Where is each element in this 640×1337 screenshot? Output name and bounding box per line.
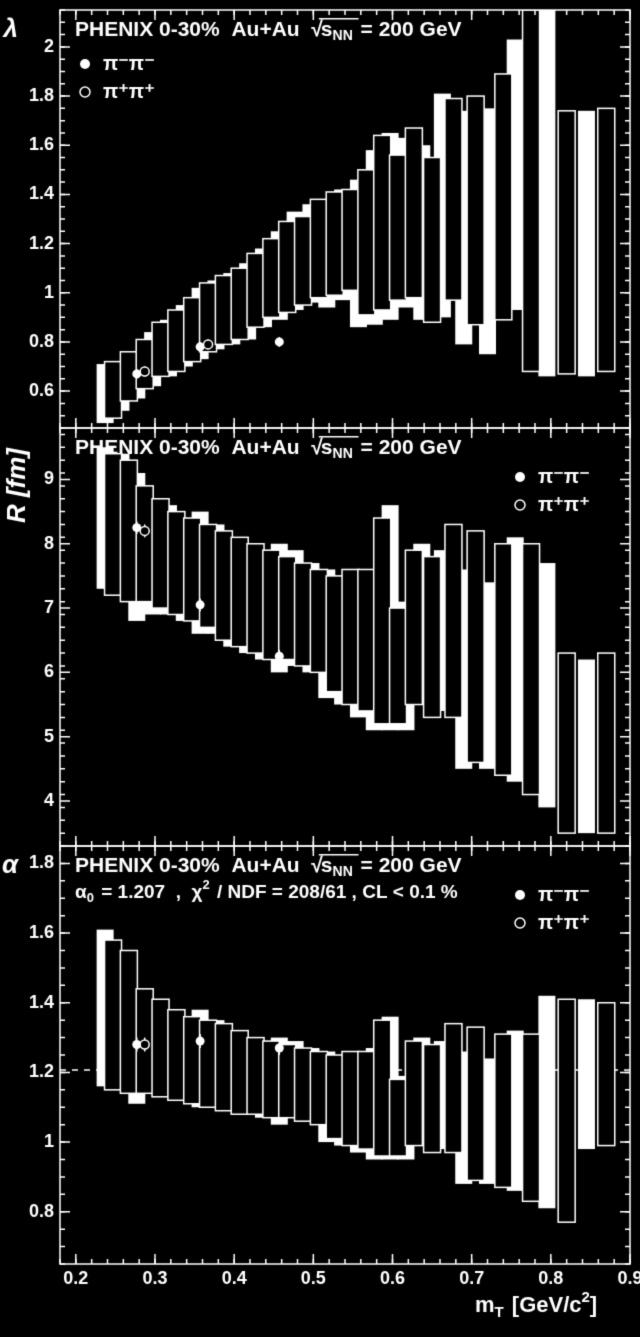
physics-chart-canvas — [0, 0, 640, 1337]
